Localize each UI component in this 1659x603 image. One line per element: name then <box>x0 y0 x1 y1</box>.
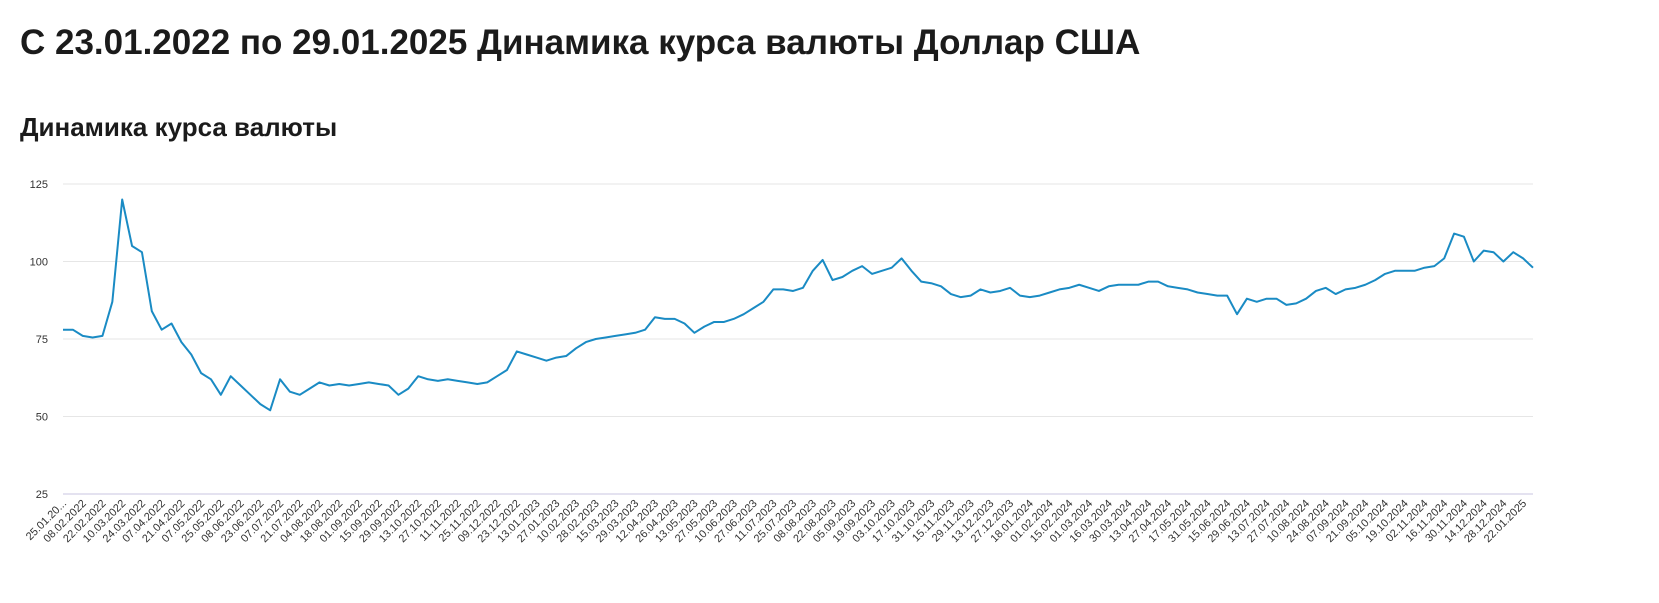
y-tick-label: 50 <box>36 412 48 424</box>
y-tick-label: 125 <box>30 179 48 191</box>
data-line <box>63 198 1534 412</box>
y-tick-label: 25 <box>36 489 48 501</box>
y-tick-label: 75 <box>36 334 48 346</box>
page-title: С 23.01.2022 по 29.01.2025 Динамика курс… <box>20 23 1140 62</box>
chart-title: Динамика курса валюты <box>20 112 337 142</box>
y-tick-label: 100 <box>30 257 48 269</box>
